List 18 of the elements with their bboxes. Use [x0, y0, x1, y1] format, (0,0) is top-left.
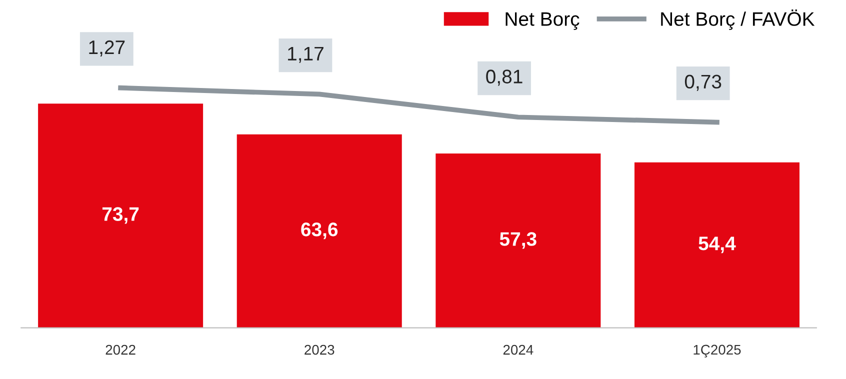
x-tick-label: 2024 [503, 344, 534, 355]
data-label: 73,7 [102, 207, 139, 224]
bar [236, 134, 402, 328]
data-label: 1,17 [288, 46, 324, 63]
bar [436, 154, 601, 328]
bar [634, 162, 800, 328]
data-label: 1,27 [89, 40, 125, 56]
bar [38, 104, 204, 328]
data-label: 0,81 [486, 70, 522, 86]
legend-label: Net Borç / FAVÖK [661, 9, 815, 30]
data-label: 57,3 [500, 232, 536, 249]
x-tick-label: 2022 [106, 344, 136, 355]
x-tick-label: 2023 [304, 344, 334, 355]
data-label: 63,6 [301, 222, 338, 240]
x-tick-label: 1Ç2025 [694, 344, 741, 358]
data-label: 54,4 [698, 236, 736, 254]
legend-label: Net Borç [506, 12, 580, 30]
data-label: 0,73 [684, 74, 722, 91]
